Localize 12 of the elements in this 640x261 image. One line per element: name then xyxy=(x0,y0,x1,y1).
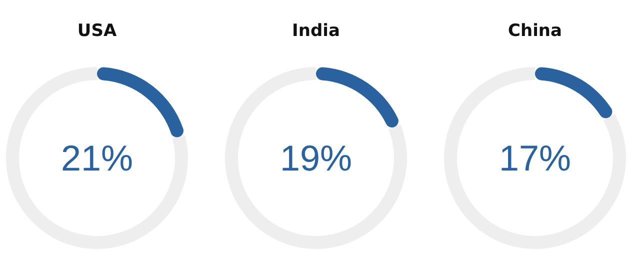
text: 17% xyxy=(498,138,572,179)
donut-slice xyxy=(225,67,407,249)
text: 21% xyxy=(60,138,134,179)
donut-slice xyxy=(444,67,626,249)
donut-slice xyxy=(6,67,188,249)
donut-slice xyxy=(316,67,398,128)
donut-slice xyxy=(97,67,184,138)
chart-title: India xyxy=(292,21,340,41)
text: 19% xyxy=(280,138,352,179)
chart-title: China xyxy=(508,21,562,41)
chart-title: USA xyxy=(77,21,118,41)
donut-slice xyxy=(535,67,612,118)
